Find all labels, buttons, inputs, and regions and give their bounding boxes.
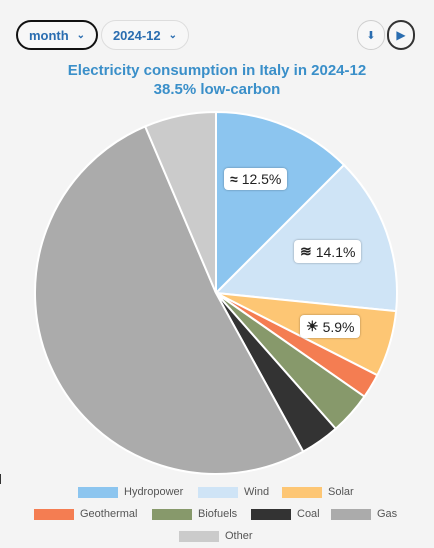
slice-value: 5.9% bbox=[322, 318, 355, 335]
legend-swatch bbox=[251, 508, 291, 520]
slice-label-hydropower: ≈12.5% bbox=[224, 168, 288, 190]
download-icon: ⬇ bbox=[366, 29, 376, 42]
play-icon: ▶ bbox=[396, 28, 406, 42]
pie-slice-gas[interactable] bbox=[34, 125, 305, 475]
legend-label: Wind bbox=[244, 486, 270, 498]
legend-item-geothermal[interactable]: Geothermal bbox=[34, 508, 137, 520]
month-select[interactable]: month ⌄ bbox=[16, 20, 98, 50]
legend-item-hydropower[interactable]: Hydropower bbox=[78, 486, 183, 498]
chart-title: Electricity consumption in Italy in 2024… bbox=[67, 62, 367, 79]
legend-swatch bbox=[282, 486, 322, 498]
slice-label-solar: ☀ 5.9% bbox=[300, 315, 361, 338]
legend-swatch bbox=[152, 508, 192, 520]
legend-label: Geothermal bbox=[80, 508, 138, 520]
legend-item-gas[interactable]: Gas bbox=[331, 508, 397, 520]
period-select-label: 2024-12 bbox=[112, 27, 161, 43]
slice-label-wind: ≋ 14.1% bbox=[294, 240, 362, 263]
pie-slice-hydropower[interactable] bbox=[215, 110, 346, 296]
legend-item-biofuels[interactable]: Biofuels bbox=[152, 508, 237, 520]
chart-subtitle: 38.5% low-carbon bbox=[153, 81, 281, 98]
download-button[interactable]: ⬇ bbox=[357, 20, 385, 50]
legend-item-other[interactable]: Other bbox=[179, 530, 253, 542]
legend-item-wind[interactable]: Wind bbox=[198, 486, 269, 498]
legend-label: Biofuels bbox=[198, 508, 238, 520]
period-select[interactable]: 2024-12 ⌄ bbox=[101, 20, 189, 50]
chevron-down-icon: ⌄ bbox=[76, 29, 86, 41]
play-button[interactable]: ▶ bbox=[387, 20, 415, 50]
legend-swatch bbox=[198, 486, 238, 498]
legend-swatch bbox=[34, 508, 74, 520]
legend-swatch bbox=[331, 508, 371, 520]
legend-swatch bbox=[78, 486, 118, 498]
slice-value: 12.5% bbox=[241, 171, 282, 187]
edge-tick bbox=[0, 474, 1, 484]
sun-icon: ☀ bbox=[306, 318, 319, 334]
slice-value: 14.1% bbox=[315, 243, 356, 260]
legend-item-solar[interactable]: Solar bbox=[282, 486, 354, 498]
legend-label: Solar bbox=[328, 486, 354, 498]
pie-slice-wind[interactable] bbox=[213, 163, 398, 313]
pie-slice-other[interactable] bbox=[143, 110, 217, 294]
wind-icon: ≋ bbox=[300, 243, 312, 259]
legend-item-coal[interactable]: Coal bbox=[251, 508, 320, 520]
legend-swatch bbox=[179, 530, 219, 542]
legend-label: Coal bbox=[297, 508, 320, 520]
legend-label: Other bbox=[225, 530, 253, 542]
legend-label: Gas bbox=[377, 508, 398, 520]
month-select-label: month bbox=[28, 27, 69, 43]
wave-icon: ≈ bbox=[230, 171, 238, 187]
chevron-down-icon: ⌄ bbox=[168, 29, 178, 41]
legend-label: Hydropower bbox=[124, 486, 184, 498]
